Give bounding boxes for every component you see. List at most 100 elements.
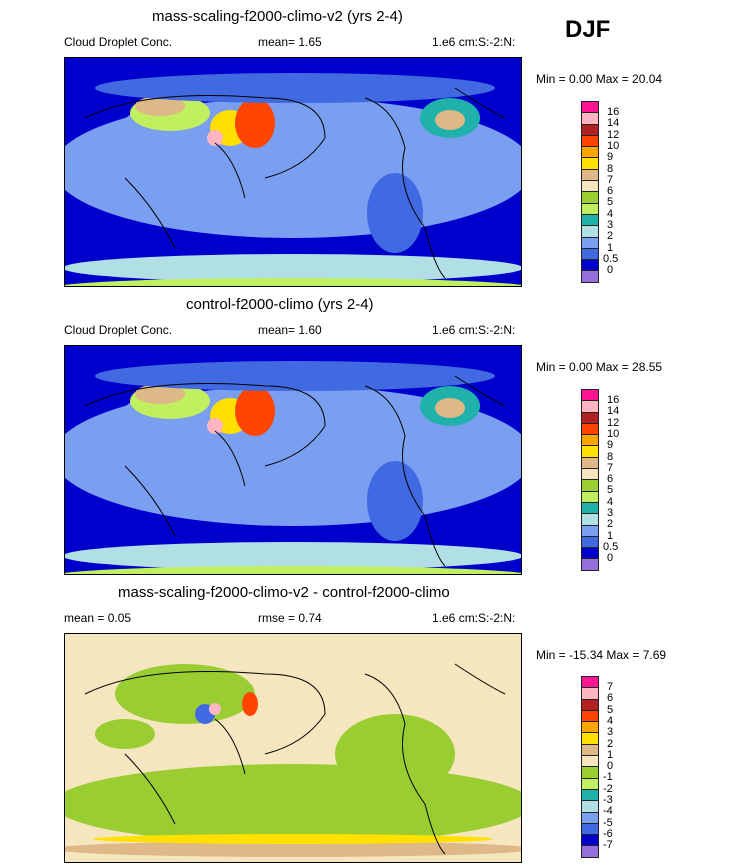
colorbar-tick-label: -2 bbox=[603, 782, 613, 795]
colorbar-swatch bbox=[581, 157, 599, 169]
contour-region bbox=[207, 130, 223, 146]
colorbar-swatch bbox=[581, 743, 599, 756]
colorbar-tick-label: 16 bbox=[607, 106, 620, 118]
colorbar-swatch bbox=[581, 168, 599, 181]
colorbar-tick-label: 10 bbox=[607, 139, 620, 152]
contour-map bbox=[64, 633, 522, 863]
units-label: 1.e6 cm:S:-2:N: bbox=[432, 323, 516, 337]
colorbar-swatch bbox=[581, 191, 599, 203]
rmse-label: rmse = 0.74 bbox=[258, 611, 322, 625]
colorbar-tick-label: 8 bbox=[607, 162, 614, 175]
contour-region bbox=[65, 764, 521, 844]
colorbar-swatch bbox=[581, 180, 599, 192]
colorbar-tick-label: 0.5 bbox=[603, 252, 619, 265]
min-max-label: Min = -15.34 Max = 7.69 bbox=[536, 648, 667, 662]
colorbar-tick-label: 2 bbox=[607, 737, 614, 750]
colorbar-swatch bbox=[581, 676, 599, 688]
colorbar-tick-label: 7 bbox=[607, 461, 614, 474]
colorbar-tick-label: 14 bbox=[607, 405, 620, 418]
contour-region bbox=[367, 461, 423, 541]
contour-region bbox=[435, 398, 465, 418]
colorbar-swatch bbox=[581, 101, 599, 113]
colorbar-tick-label: 8 bbox=[607, 450, 614, 463]
contour-region bbox=[435, 110, 465, 130]
colorbar-swatch bbox=[581, 822, 599, 835]
colorbar-swatch bbox=[581, 721, 599, 733]
min-max-label: Min = 0.00 Max = 28.55 bbox=[536, 360, 663, 374]
colorbar-swatch bbox=[581, 698, 599, 710]
colorbar bbox=[581, 101, 599, 283]
colorbar-tick-label: 4 bbox=[607, 714, 614, 727]
colorbar-tick-label: 2 bbox=[607, 230, 614, 243]
colorbar-tick-label: 3 bbox=[607, 219, 614, 231]
mean-label: mean= 1.65 bbox=[258, 35, 322, 49]
colorbar-swatch bbox=[581, 146, 599, 158]
colorbar-swatch bbox=[581, 800, 599, 812]
coastline bbox=[84, 375, 506, 567]
colorbar bbox=[581, 676, 599, 858]
colorbar-tick-label: 9 bbox=[607, 439, 614, 452]
season-label: DJF bbox=[565, 16, 611, 43]
colorbar-swatch bbox=[581, 123, 599, 135]
colorbar-swatch bbox=[581, 777, 599, 789]
colorbar-swatch bbox=[581, 490, 599, 502]
colorbar-swatch bbox=[581, 411, 599, 423]
mean-label: mean = 0.05 bbox=[64, 611, 132, 625]
colorbar-swatch bbox=[581, 456, 599, 469]
colorbar-swatch bbox=[581, 259, 599, 271]
colorbar bbox=[581, 389, 599, 571]
colorbar-swatch bbox=[581, 479, 599, 491]
contour-region bbox=[93, 834, 493, 844]
colorbar-swatch bbox=[581, 788, 599, 801]
contour-region bbox=[65, 841, 521, 857]
colorbar-tick-label: 1 bbox=[607, 748, 614, 761]
colorbar-swatch bbox=[581, 434, 599, 446]
colorbar-swatch bbox=[581, 524, 599, 536]
contour-region bbox=[65, 254, 521, 282]
colorbar-tick-label: 0 bbox=[607, 264, 614, 277]
colorbar-tick-label: -7 bbox=[603, 839, 613, 852]
colorbar-tick-label: -3 bbox=[603, 794, 613, 806]
contour-region bbox=[65, 566, 521, 574]
colorbar-swatch bbox=[581, 501, 599, 514]
contour-region bbox=[135, 384, 185, 404]
colorbar-tick-label: -4 bbox=[603, 805, 613, 818]
colorbar-tick-label: 7 bbox=[607, 681, 614, 693]
colorbar-swatch bbox=[581, 755, 599, 767]
colorbar-tick-label: 3 bbox=[607, 507, 614, 519]
colorbar-swatch bbox=[581, 213, 599, 226]
colorbar-tick-label: -6 bbox=[603, 827, 613, 840]
colorbar-swatch bbox=[581, 445, 599, 457]
colorbar-tick-label: 0 bbox=[607, 760, 614, 773]
colorbar-tick-label: 14 bbox=[607, 117, 620, 130]
colorbar-swatch bbox=[581, 687, 599, 699]
contour-region bbox=[115, 664, 255, 724]
colorbar-tick-label: 4 bbox=[607, 207, 614, 220]
colorbar-swatch bbox=[581, 732, 599, 744]
colorbar-swatch bbox=[581, 134, 599, 147]
contour-region bbox=[335, 714, 455, 794]
colorbar-swatch bbox=[581, 513, 599, 525]
contour-region bbox=[95, 719, 155, 749]
colorbar-swatch bbox=[581, 225, 599, 237]
colorbar-swatch bbox=[581, 834, 599, 846]
colorbar-tick-label: 6 bbox=[607, 692, 614, 705]
colorbar-tick-label: 1 bbox=[607, 529, 614, 542]
coastline bbox=[84, 87, 506, 279]
colorbar-swatch bbox=[581, 547, 599, 559]
contour-region bbox=[367, 173, 423, 253]
colorbar-tick-label: -5 bbox=[603, 816, 613, 829]
units-label: 1.e6 cm:S:-2:N: bbox=[432, 611, 516, 625]
colorbar-swatch bbox=[581, 709, 599, 722]
colorbar-tick-label: 4 bbox=[607, 495, 614, 508]
contour-map bbox=[64, 345, 522, 575]
min-max-label: Min = 0.00 Max = 20.04 bbox=[536, 72, 663, 86]
colorbar-swatch bbox=[581, 202, 599, 214]
contour-region bbox=[135, 96, 185, 116]
colorbar-swatch bbox=[581, 811, 599, 823]
colorbar-tick-label: 2 bbox=[607, 518, 614, 531]
contour-region bbox=[65, 542, 521, 570]
colorbar-tick-label: 5 bbox=[607, 703, 614, 716]
variable-label: Cloud Droplet Conc. bbox=[64, 35, 173, 49]
colorbar-swatch bbox=[581, 845, 599, 858]
